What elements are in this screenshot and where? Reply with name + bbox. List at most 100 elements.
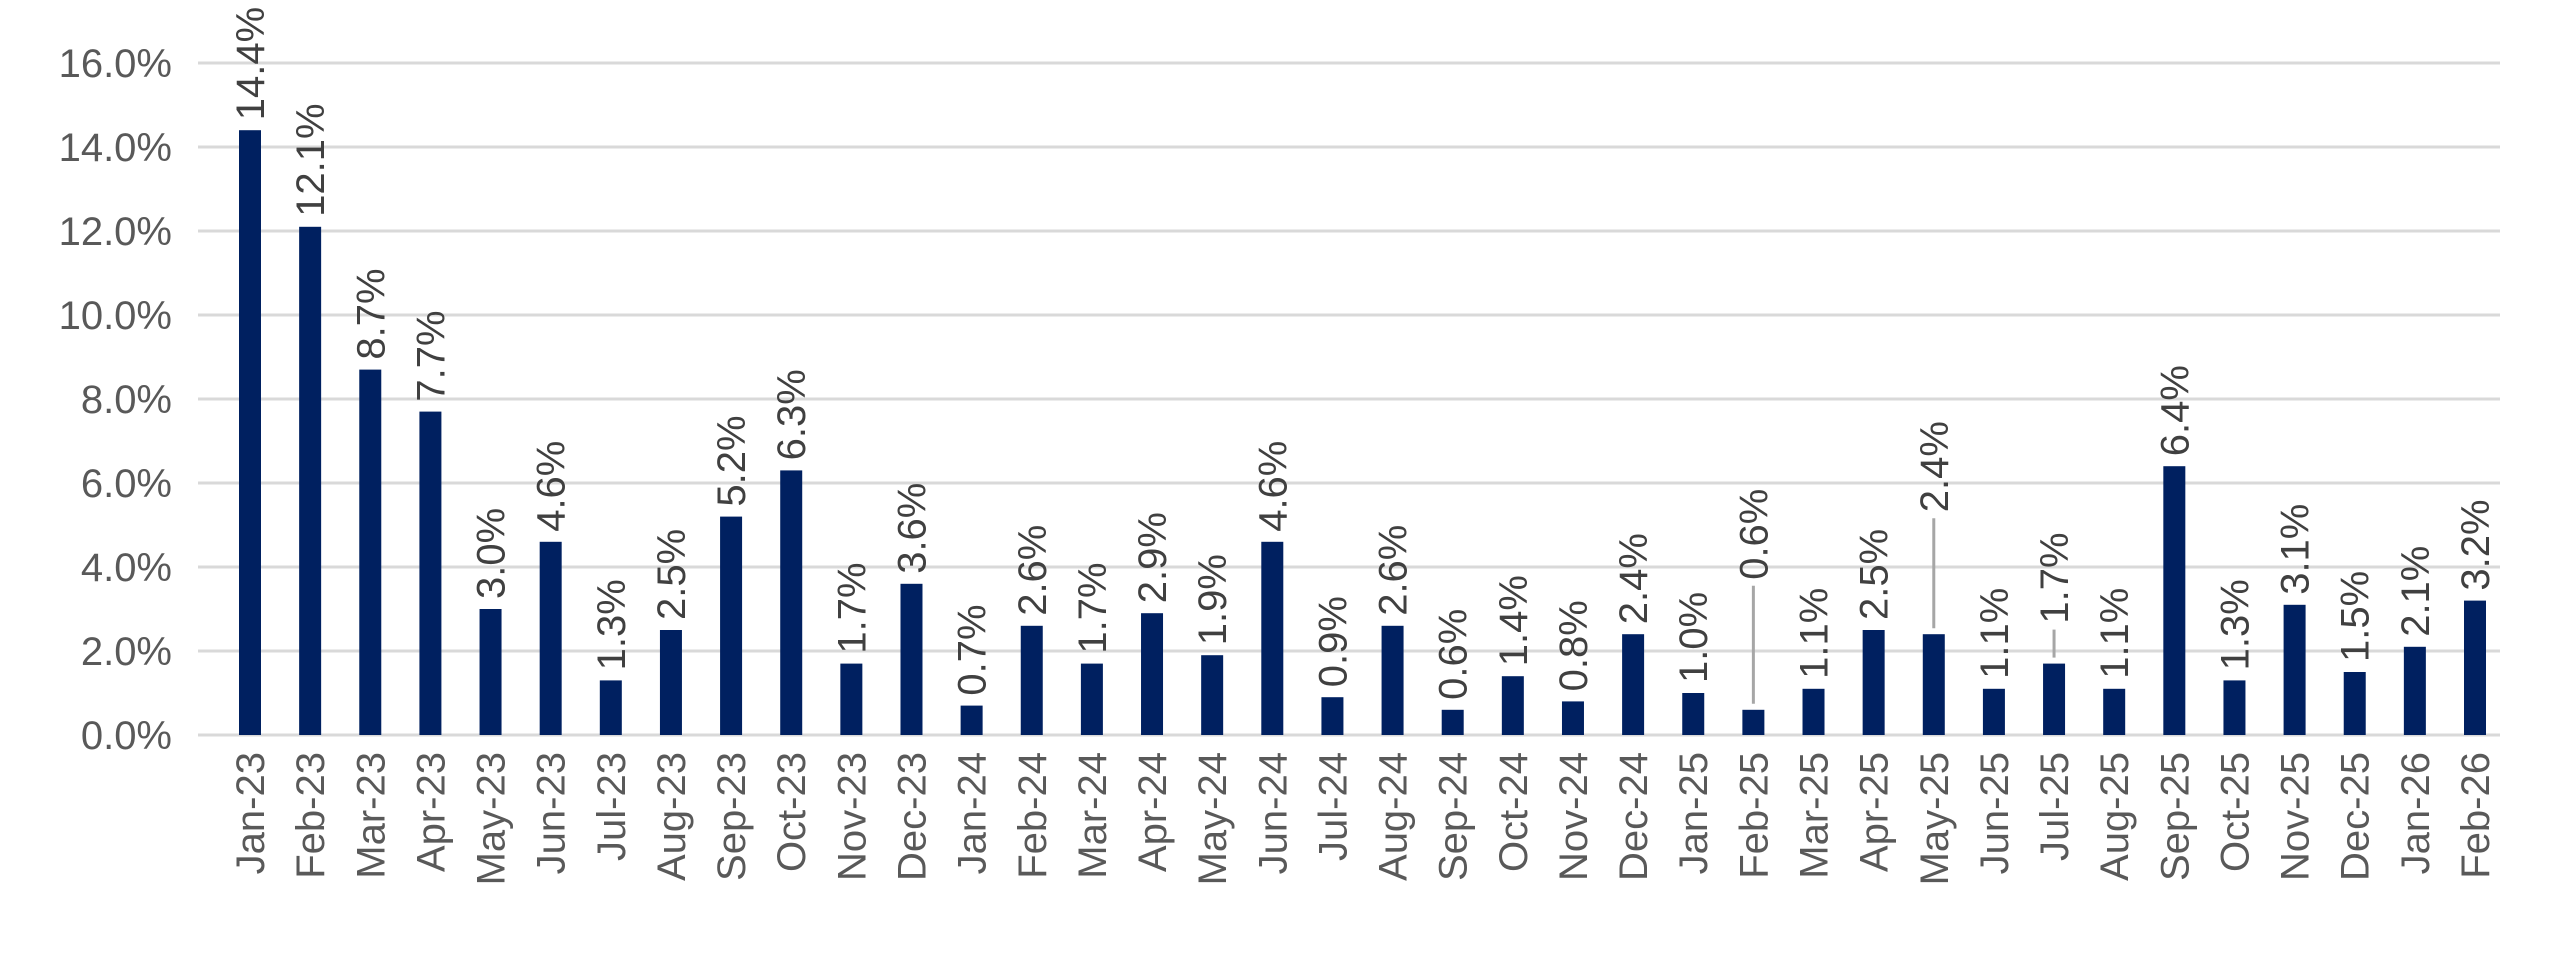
- x-tick-label: Oct-24: [1492, 752, 1536, 872]
- data-label: 1.7%: [2033, 532, 2077, 623]
- data-label: 1.1%: [2093, 588, 2137, 679]
- bar: [720, 516, 743, 735]
- y-tick-label: 0.0%: [81, 714, 172, 758]
- bar: [1201, 655, 1224, 735]
- bar: [1802, 688, 1825, 735]
- data-label: 2.5%: [650, 529, 694, 620]
- x-tick-label: May-23: [470, 752, 514, 885]
- bar: [960, 705, 983, 735]
- y-tick-label: 4.0%: [81, 546, 172, 590]
- x-tick-label: Aug-23: [650, 752, 694, 881]
- x-tick-label: Sep-25: [2153, 752, 2197, 881]
- data-label: 1.4%: [1492, 575, 1536, 666]
- bar: [2103, 688, 2126, 735]
- bar: [299, 226, 322, 736]
- data-label: 1.7%: [1071, 562, 1115, 653]
- data-label: 5.2%: [710, 415, 754, 506]
- bar: [1742, 709, 1765, 735]
- x-tick-label: Sep-24: [1432, 752, 1476, 881]
- data-label: 3.2%: [2454, 499, 2498, 590]
- bar: [780, 470, 803, 735]
- data-label: 6.4%: [2153, 365, 2197, 456]
- x-tick-label: Sep-23: [710, 752, 754, 881]
- data-label: 6.3%: [770, 369, 814, 460]
- data-label: 2.6%: [1011, 525, 1055, 616]
- x-tick-label: Mar-24: [1071, 752, 1115, 879]
- data-label: 1.3%: [2213, 579, 2257, 670]
- data-label: 12.1%: [289, 103, 333, 216]
- data-label: 0.6%: [1432, 609, 1476, 700]
- gridlines: [198, 61, 2500, 737]
- x-tick-label: Jul-23: [590, 752, 634, 861]
- x-tick-label: Oct-25: [2213, 752, 2257, 872]
- y-tick-label: 12.0%: [59, 210, 172, 254]
- bar: [1020, 625, 1043, 735]
- data-label: 2.4%: [1612, 533, 1656, 624]
- x-axis-ticks: Jan-23 Feb-23 Mar-23 Apr-23 May-23 Jun-23 Jul-…: [229, 752, 2498, 885]
- x-tick-label: Dec-24: [1612, 752, 1656, 881]
- data-label: 2.1%: [2394, 546, 2438, 637]
- x-tick-label: Mar-23: [349, 752, 393, 879]
- bar: [2403, 646, 2426, 735]
- x-tick-label: Nov-25: [2274, 752, 2318, 881]
- x-tick-label: Dec-23: [890, 752, 934, 881]
- bar: [2043, 663, 2066, 735]
- x-tick-label: Feb-24: [1011, 752, 1055, 879]
- bar: [2223, 680, 2246, 735]
- data-label: 0.6%: [1732, 489, 1776, 580]
- y-axis-ticks: 0.0% 2.0% 4.0% 6.0% 8.0% 10.0% 12.0% 14.0% 16.0%: [59, 42, 172, 758]
- bar: [1080, 663, 1103, 735]
- bar: [1381, 625, 1404, 735]
- bar: [479, 609, 502, 735]
- bar: [1141, 613, 1164, 735]
- x-tick-label: Jan-24: [951, 752, 995, 874]
- data-label: 1.5%: [2334, 571, 2378, 662]
- data-label: 1.9%: [1191, 554, 1235, 645]
- bar: [2343, 672, 2366, 735]
- bar: [1682, 693, 1705, 735]
- data-label: 4.6%: [530, 441, 574, 532]
- x-tick-label: Apr-24: [1131, 752, 1175, 872]
- x-tick-label: Jun-24: [1251, 752, 1295, 874]
- data-label: 1.7%: [830, 562, 874, 653]
- data-label: 3.1%: [2274, 504, 2318, 595]
- data-label: 1.1%: [1973, 588, 2017, 679]
- x-tick-label: Apr-23: [409, 752, 453, 872]
- data-label: 2.6%: [1372, 525, 1416, 616]
- bar: [1622, 634, 1645, 735]
- bar: [239, 130, 261, 735]
- x-tick-label: Jun-23: [530, 752, 574, 874]
- bar: [1561, 701, 1584, 735]
- x-tick-label: Nov-23: [830, 752, 874, 881]
- data-label: 1.3%: [590, 579, 634, 670]
- data-label: 1.1%: [1793, 588, 1837, 679]
- data-label: 3.6%: [890, 483, 934, 574]
- data-labels: 14.4% 12.1% 8.7% 7.7% 3.0% 4.6% 1.3% 2.5% 5.2% 6.…: [229, 7, 2498, 700]
- x-tick-label: Jul-24: [1311, 752, 1355, 861]
- x-tick-label: Jul-25: [2033, 752, 2077, 861]
- bar: [2464, 600, 2486, 735]
- bar: [599, 680, 622, 735]
- x-tick-label: Dec-25: [2334, 752, 2378, 881]
- x-tick-label: Jan-25: [1672, 752, 1716, 874]
- bar: [1261, 541, 1284, 735]
- x-tick-label: Feb-26: [2454, 752, 2498, 879]
- x-tick-label: Jan-26: [2394, 752, 2438, 874]
- x-tick-label: Feb-25: [1732, 752, 1776, 879]
- bar: [1922, 634, 1945, 735]
- data-label: 4.6%: [1251, 441, 1295, 532]
- bar: [1982, 688, 2005, 735]
- bar: [1862, 630, 1885, 735]
- x-tick-label: Aug-25: [2093, 752, 2137, 881]
- y-tick-label: 2.0%: [81, 630, 172, 674]
- bar: [1321, 697, 1344, 735]
- data-label: 7.7%: [409, 310, 453, 401]
- x-tick-label: Apr-25: [1853, 752, 1897, 872]
- x-tick-label: May-25: [1913, 752, 1957, 885]
- y-tick-label: 16.0%: [59, 42, 172, 86]
- y-tick-label: 10.0%: [59, 294, 172, 338]
- data-label: 0.7%: [951, 604, 995, 695]
- data-label: 0.8%: [1552, 600, 1596, 691]
